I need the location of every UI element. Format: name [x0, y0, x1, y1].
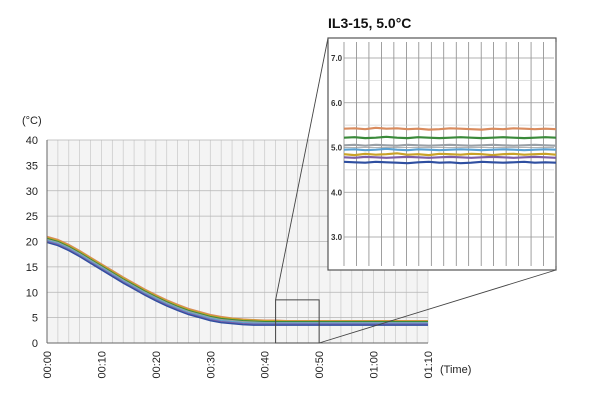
main-x-axis-label: (Time) [440, 364, 471, 376]
inset-y-tick-labels: 3.0 4.0 5.0 6.0 7.0 [331, 54, 343, 242]
main-series-line-6 [46, 240, 428, 325]
inset-series-line-2 [343, 135, 557, 140]
inset-chart: 3.0 4.0 5.0 6.0 7.0 IL3-15, 5.0°C [327, 15, 557, 271]
inset-y-tick-label: 7.0 [331, 54, 343, 63]
main-y-tick-label: 40 [26, 135, 38, 147]
main-y-tick-label: 10 [26, 287, 38, 299]
inset-title: IL3-15, 5.0°C [328, 15, 411, 31]
main-x-tick-label: 01:00 [369, 351, 381, 379]
main-y-tick-label: 5 [32, 313, 38, 325]
main-y-tick-labels: 0 5 10 15 20 25 30 35 40 [26, 135, 38, 350]
main-series-line-7 [46, 241, 428, 326]
main-series-line-3 [46, 237, 428, 323]
main-series-line-5 [46, 239, 428, 324]
main-x-tick-label: 00:30 [205, 351, 217, 379]
main-y-tick-label: 15 [26, 262, 38, 274]
inset-series-group [343, 126, 557, 165]
zoom-connector-line [319, 269, 557, 344]
zoom-box [275, 299, 320, 344]
main-x-tick-label: 00:40 [260, 351, 272, 379]
inset-series-line-7 [343, 160, 557, 165]
main-y-axis-label: (°C) [22, 115, 42, 127]
inset-y-tick-label: 5.0 [331, 144, 343, 153]
main-x-tick-label: 00:50 [314, 351, 326, 379]
main-y-tick-label: 0 [32, 338, 38, 350]
zoom-connector-line [275, 37, 329, 300]
inset-series-line-6 [343, 155, 557, 159]
inset-series-line-3 [343, 143, 557, 147]
main-y-tick-label: 35 [26, 160, 38, 172]
main-y-tick-label: 30 [26, 186, 38, 198]
zoom-connector-group [275, 37, 557, 344]
inset-y-tick-label: 3.0 [331, 233, 343, 242]
main-x-tick-label: 00:00 [42, 351, 54, 379]
main-x-tick-label: 00:10 [96, 351, 108, 379]
inset-series-line-1 [343, 126, 557, 131]
inset-y-tick-label: 4.0 [331, 188, 343, 197]
main-x-tick-label: 01:10 [423, 351, 435, 379]
inset-y-tick-label: 6.0 [331, 99, 343, 108]
inset-series-line-5 [343, 152, 557, 157]
main-y-tick-label: 25 [26, 211, 38, 223]
main-x-tick-label: 00:20 [151, 351, 163, 379]
main-series-group [46, 235, 428, 326]
main-axes [46, 140, 428, 344]
main-y-tick-label: 20 [26, 237, 38, 249]
main-x-tick-labels: 00:00 00:10 00:20 00:30 00:40 00:50 01:00 01:10 [42, 351, 435, 379]
inset-series-line-4 [343, 147, 557, 152]
